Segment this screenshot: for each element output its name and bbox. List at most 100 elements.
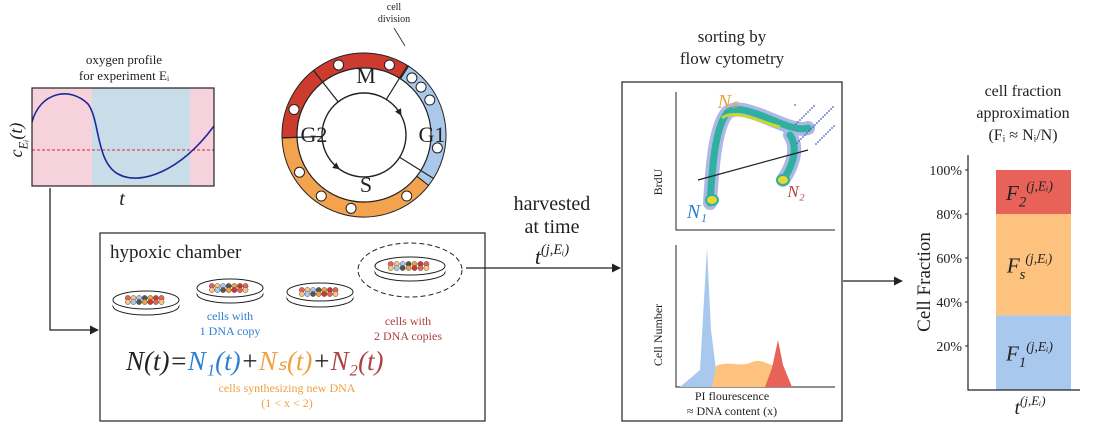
cell	[310, 291, 316, 297]
phase-divider	[282, 135, 323, 139]
cell	[327, 291, 333, 297]
event	[833, 125, 835, 127]
label: PI flourescence	[695, 389, 769, 403]
label: approximation	[976, 105, 1069, 122]
cell	[393, 265, 400, 271]
label: M	[356, 63, 376, 88]
event	[803, 115, 805, 117]
event	[823, 135, 825, 137]
gate-line	[697, 149, 809, 181]
cell	[293, 166, 305, 178]
event	[807, 111, 809, 113]
cell	[304, 291, 311, 297]
equation-term: +	[312, 346, 330, 376]
axis-label: Cell Number	[651, 304, 665, 366]
equation-term: +	[241, 346, 259, 376]
label: 2 DNA copies	[374, 329, 442, 343]
event	[794, 104, 796, 106]
cell	[231, 287, 238, 293]
label: N₁	[686, 201, 707, 223]
chamber-title: hypoxic chamber	[110, 242, 242, 263]
event	[808, 130, 810, 132]
event	[809, 109, 811, 111]
math-base: c	[6, 149, 26, 157]
event	[825, 133, 827, 135]
math-label: t(j,Eᵢ)	[535, 242, 569, 269]
label: division	[378, 14, 410, 25]
cell	[209, 287, 215, 293]
event	[830, 108, 832, 110]
math-sub: 2	[1019, 194, 1027, 210]
math-base: F	[1006, 254, 1020, 278]
cell	[153, 299, 159, 305]
event	[806, 132, 808, 134]
label: sorting by	[698, 27, 767, 46]
bar-segment	[996, 315, 1071, 390]
math-sub: 1	[1019, 355, 1026, 371]
cell	[299, 291, 305, 297]
label: cells with	[385, 314, 431, 328]
event	[802, 136, 804, 138]
label: t	[119, 188, 125, 210]
equation-term: =	[170, 346, 188, 376]
cycle-arrow	[394, 108, 402, 116]
label: cells with	[207, 309, 253, 323]
event	[795, 123, 797, 125]
label: (1 < x < 2)	[261, 396, 313, 410]
label: 1 DNA copy	[200, 324, 261, 338]
phase-divider	[385, 65, 408, 100]
math-label: t(j,Eᵢ)	[1014, 393, 1045, 419]
event	[826, 112, 828, 114]
event	[796, 142, 798, 144]
equation: N(t)=N₁(t)+Nₛ(t)+N₂(t)	[125, 346, 384, 376]
event	[816, 122, 818, 124]
cell	[147, 299, 154, 305]
event	[821, 137, 823, 139]
label: S	[360, 172, 372, 197]
event	[810, 128, 812, 130]
equation-term: N₁(t)	[187, 346, 241, 376]
cell	[321, 291, 328, 297]
label: Nₛ	[717, 91, 739, 113]
cell	[242, 287, 249, 293]
math-sup: (j,Eᵢ)	[1026, 339, 1053, 355]
label: ≈ DNA content (x)	[687, 404, 777, 418]
math-sup: (j,Eᵢ)	[1025, 251, 1052, 267]
cell	[383, 59, 395, 71]
cell	[401, 190, 413, 202]
ring-inner	[296, 67, 432, 203]
event	[815, 143, 817, 145]
label: G1	[419, 122, 446, 147]
cycle-circle	[321, 92, 407, 178]
cell	[315, 291, 322, 297]
label: cell	[387, 2, 402, 13]
annotation-line	[393, 27, 406, 47]
bar-segment	[996, 214, 1071, 316]
cell	[220, 287, 226, 293]
equation-term: N₂(t)	[330, 346, 384, 376]
label: oxygen profile	[86, 52, 162, 67]
event	[820, 118, 822, 120]
cell	[214, 287, 221, 293]
cell	[423, 265, 430, 271]
axis	[967, 155, 1080, 391]
equation-term: N(t)	[125, 346, 170, 376]
event	[819, 139, 821, 141]
bar-segment	[996, 170, 1071, 214]
math-label: F2(j,Eᵢ)	[1005, 179, 1053, 211]
y-tick-label: 80%	[936, 208, 962, 223]
chamber-box	[99, 232, 486, 422]
cell	[130, 299, 137, 305]
cell	[399, 265, 406, 271]
oxygen-curve	[31, 93, 215, 179]
math-base: F	[1005, 342, 1019, 366]
cell	[417, 265, 424, 271]
cell	[333, 59, 345, 71]
event	[797, 121, 799, 123]
y-tick-label: 100%	[929, 164, 962, 179]
label: harvested	[514, 193, 591, 215]
cell	[158, 299, 165, 305]
axis-label: Cell Fraction	[914, 232, 935, 332]
y-tick-label: 60%	[936, 252, 962, 267]
cell	[125, 299, 131, 305]
